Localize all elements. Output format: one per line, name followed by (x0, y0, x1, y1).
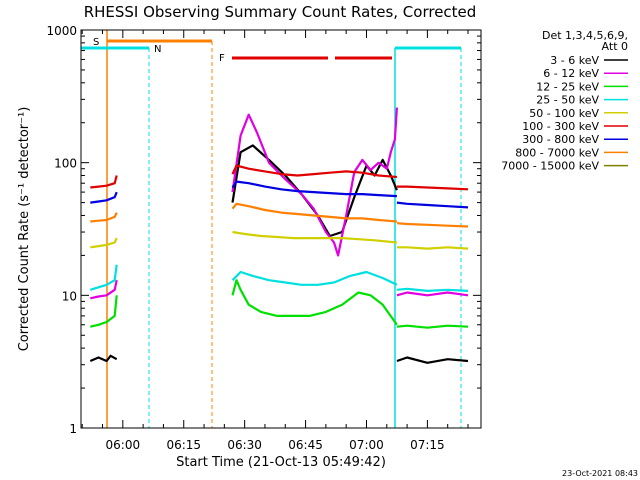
series-line-300-800-kev-seg2 (231, 180, 397, 198)
x-tick-label: 06:30 (227, 438, 262, 452)
x-tick-label: 07:15 (410, 438, 445, 452)
series-line-3-6-kev-seg3 (396, 356, 469, 364)
series-line-3-6-kev-seg2 (231, 144, 398, 238)
series-line-300-800-kev-seg3 (396, 201, 469, 209)
legend-entry-label: 7000 - 15000 keV (501, 160, 599, 173)
legend-entry-label: 100 - 300 keV (522, 120, 599, 133)
legend-header: Att 0 (602, 40, 628, 53)
series-line-800-7000-kev-seg1 (90, 212, 118, 223)
legend-entry-label: 25 - 50 keV (536, 94, 599, 107)
x-tick-label: 07:00 (349, 438, 384, 452)
observing-intervals: S N F (81, 30, 462, 428)
legend-entry-label: 6 - 12 keV (543, 67, 599, 80)
series-line-6-12-kev-seg3 (396, 291, 469, 297)
series-line-12-25-kev-seg3 (396, 324, 469, 329)
legend-entry-label: 12 - 25 keV (536, 80, 599, 93)
series-line-25-50-kev-seg3 (396, 287, 469, 292)
legend-entry-label: 50 - 100 keV (529, 107, 599, 120)
legend-entry-label: 300 - 800 keV (522, 133, 599, 146)
series-line-3-6-kev-seg1 (89, 354, 118, 363)
legend-entry-label: 800 - 7000 keV (515, 146, 599, 159)
annotation-letter-f: F (219, 53, 225, 64)
series-line-25-50-kev-seg1 (89, 264, 118, 291)
annotation-letter-s: S (93, 37, 99, 48)
series-group (89, 107, 469, 364)
series-line-100-300-kev-seg1 (90, 175, 118, 189)
series-line-25-50-kev-seg2 (231, 270, 398, 286)
series-line-50-100-kev-seg2 (232, 230, 398, 244)
y-tick-label: 100 (54, 157, 77, 171)
series-line-100-300-kev-seg3 (396, 185, 469, 191)
series-line-50-100-kev-seg3 (396, 246, 469, 250)
series-line-800-7000-kev-seg2 (231, 202, 397, 223)
series-line-100-300-kev-seg2 (231, 164, 397, 179)
series-line-800-7000-kev-seg3 (396, 222, 469, 228)
series-line-12-25-kev-seg2 (231, 279, 398, 326)
legend-entry-label: 3 - 6 keV (550, 54, 599, 67)
x-axis-label: Start Time (21-Oct-13 05:49:42) (176, 455, 386, 470)
footer-timestamp: 23-Oct-2021 08:43 (562, 469, 638, 478)
y-tick-label: 10 (62, 289, 77, 303)
series-line-6-12-kev-seg2 (231, 107, 398, 257)
axes: 06:00 06:15 06:30 06:45 07:00 07:15 1 10 100 1000 (46, 24, 481, 452)
y-tick-label: 1 (69, 422, 77, 436)
x-tick-label: 06:15 (166, 438, 201, 452)
series-line-12-25-kev-seg1 (90, 295, 118, 328)
plot-frame (80, 29, 482, 429)
series-line-300-800-kev-seg1 (90, 191, 118, 204)
y-tick-label: 1000 (46, 24, 77, 38)
series-line-6-12-kev-seg1 (90, 279, 118, 300)
chart-title: RHESSI Observing Summary Count Rates, Co… (84, 3, 477, 21)
y-axis-label: Corrected Count Rate (s⁻¹ detector⁻¹) (17, 107, 32, 352)
series-line-50-100-kev-seg1 (90, 237, 118, 249)
x-tick-label: 06:45 (288, 438, 323, 452)
annotation-letter-n: N (154, 44, 161, 55)
x-tick-label: 06:00 (106, 438, 141, 452)
legend-header: Det 1,3,4,5,6,9, (542, 29, 628, 42)
